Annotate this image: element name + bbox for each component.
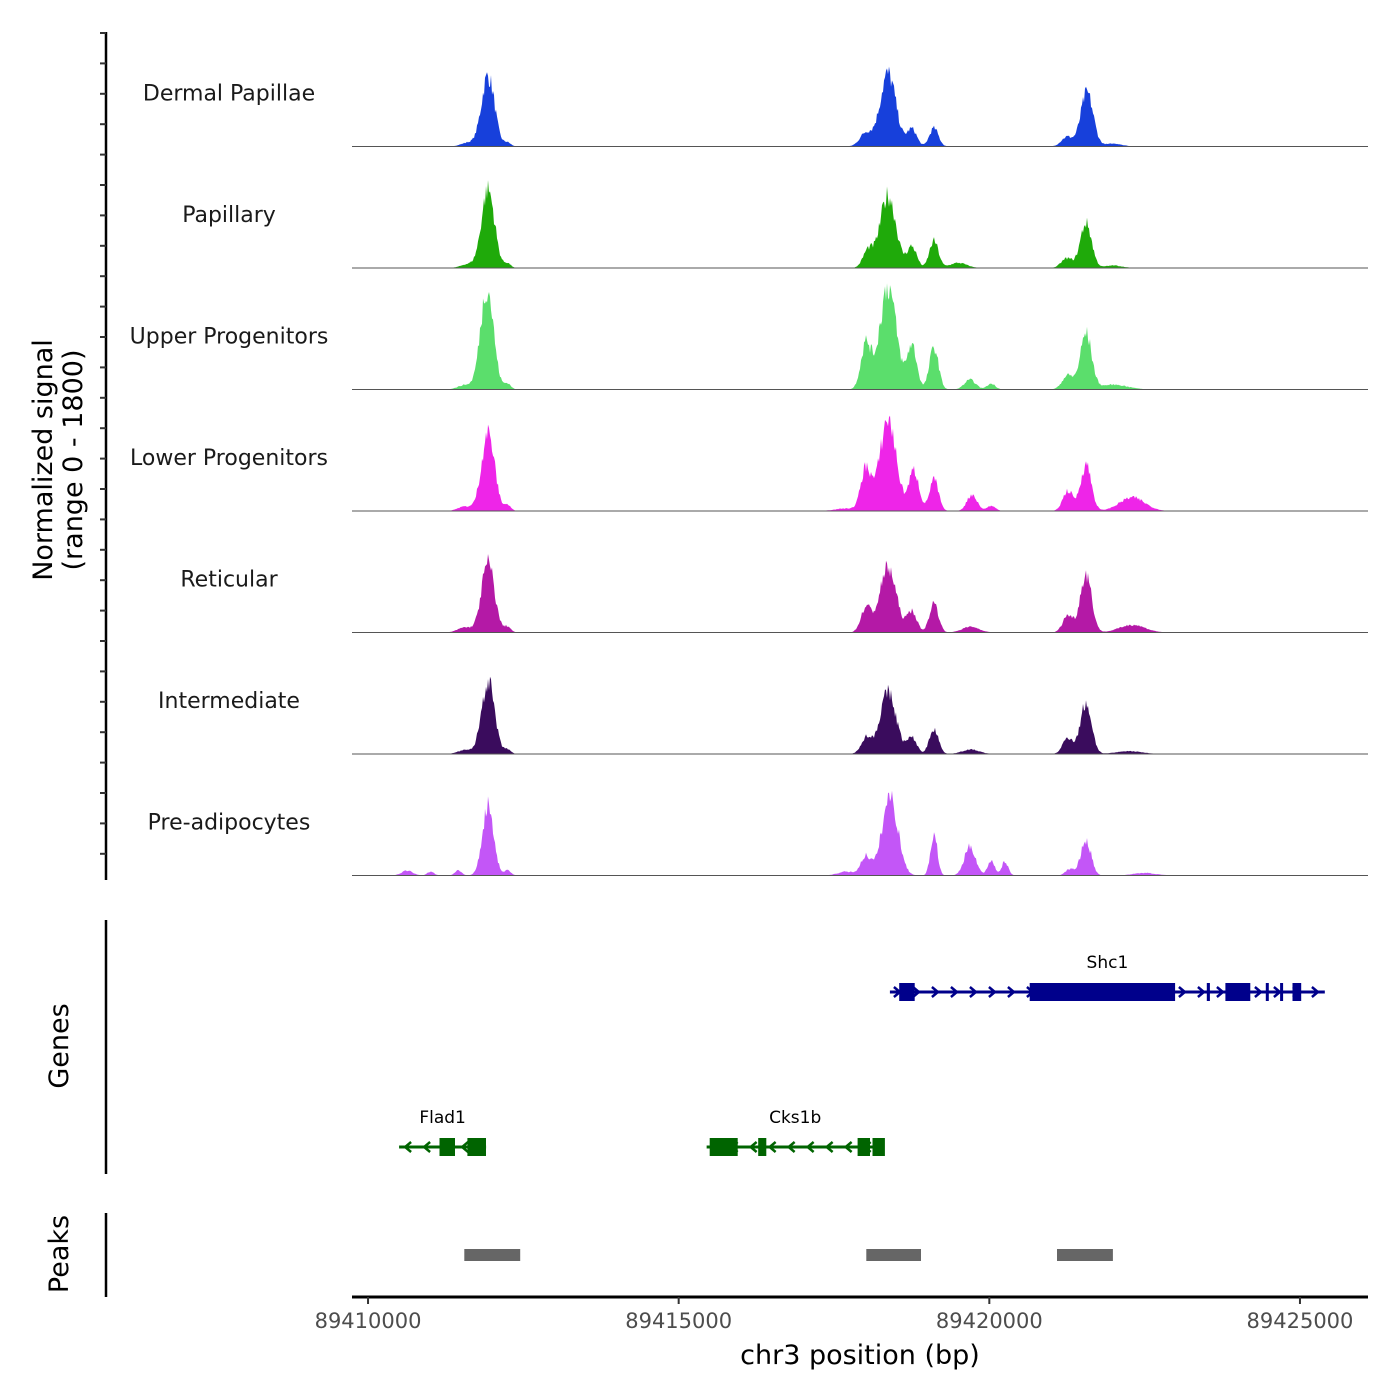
y-axis-title-line-1: Normalized signal [28, 339, 59, 581]
track-label: Papillary [182, 203, 276, 228]
x-tick-label: 89420000 [936, 1309, 1043, 1333]
x-tick-label: 89425000 [1247, 1309, 1354, 1333]
strand-arrow-icon [969, 986, 978, 998]
gene-cks1b: Cks1b [706, 1108, 885, 1156]
x-axis-title: chr3 position (bp) [740, 1340, 980, 1371]
y-axis-title-line-2: (range 0 - 1800) [58, 350, 89, 571]
strand-arrow-icon [1197, 986, 1206, 998]
coverage-track-reticular: Reticular [180, 554, 1368, 633]
coverage-area [352, 283, 1368, 390]
gene-label: Shc1 [1087, 953, 1129, 973]
track-label: Pre-adipocytes [148, 811, 311, 836]
gene-shc1: Shc1 [889, 953, 1325, 1001]
gene-exon [1292, 983, 1302, 1001]
coverage-track-dermal-papillae: Dermal Papillae [143, 66, 1368, 147]
strand-arrow-icon [912, 986, 921, 998]
strand-arrow-icon [1311, 986, 1320, 998]
coverage-area [352, 180, 1368, 268]
strand-arrow-icon [748, 1141, 758, 1153]
track-label: Intermediate [158, 689, 300, 714]
strand-arrow-icon [805, 1141, 815, 1153]
gene-exon [467, 1138, 486, 1156]
strand-arrow-icon [1007, 986, 1016, 998]
gene-label: Cks1b [769, 1108, 821, 1128]
gene-exon [1225, 983, 1251, 1001]
strand-arrow-icon [1254, 986, 1263, 998]
coverage-panel: Dermal Papillae Papillary Upper Progenitor… [100, 32, 1368, 880]
genes-panel: Shc1 Flad1 Cks1b [104, 920, 1325, 1174]
gene-exon [1265, 983, 1269, 1001]
gene-label: Flad1 [419, 1108, 466, 1128]
coverage-track-upper-progenitors: Upper Progenitors [130, 283, 1368, 390]
gene-exon [872, 1138, 885, 1156]
coverage-area [352, 790, 1368, 876]
peak-region [464, 1249, 521, 1261]
strand-arrow-icon [460, 1141, 469, 1153]
gene-exon [1029, 983, 1176, 1001]
gene-exon [1280, 983, 1284, 1001]
peaks-panel-label: Peaks [44, 1215, 75, 1293]
peaks-panel [104, 1213, 1113, 1297]
x-axis: 89410000 89415000 89420000 89425000 [315, 1295, 1368, 1333]
strand-arrow-icon [988, 986, 997, 998]
track-label: Dermal Papillae [143, 82, 315, 107]
gene-exon [439, 1138, 455, 1156]
x-tick-label: 89415000 [625, 1309, 732, 1333]
track-label: Reticular [180, 568, 278, 593]
gene-exon [1206, 983, 1210, 1001]
coverage-area [352, 415, 1368, 511]
strand-arrow-icon [931, 986, 940, 998]
x-tick-label: 89410000 [315, 1309, 422, 1333]
strand-arrow-icon [403, 1141, 412, 1153]
coverage-track-pre-adipocytes: Pre-adipocytes [148, 790, 1368, 876]
coverage-area [352, 66, 1368, 147]
strand-arrow-icon [843, 1141, 853, 1153]
strand-arrow-icon [1216, 986, 1225, 998]
gene-exon [709, 1138, 738, 1156]
strand-arrow-icon [1178, 986, 1187, 998]
coverage-track-lower-progenitors: Lower Progenitors [130, 415, 1368, 512]
gene-exon [758, 1138, 767, 1156]
gene-exon [857, 1138, 870, 1156]
track-label: Upper Progenitors [130, 325, 329, 350]
strand-arrow-icon [767, 1141, 777, 1153]
strand-arrow-icon [1273, 986, 1282, 998]
strand-arrow-icon [422, 1141, 431, 1153]
strand-arrow-icon [824, 1141, 834, 1153]
genes-panel-label: Genes [44, 1003, 75, 1088]
peak-region [866, 1249, 921, 1261]
coverage-area [352, 676, 1368, 754]
gene-exon [899, 983, 915, 1001]
coverage-track-papillary: Papillary [182, 180, 1368, 269]
track-label: Lower Progenitors [130, 446, 328, 471]
strand-arrow-icon [950, 986, 959, 998]
coverage-track-intermediate: Intermediate [158, 676, 1368, 755]
coverage-area [352, 554, 1368, 633]
gene-flad1: Flad1 [399, 1108, 487, 1156]
peak-region [1057, 1249, 1113, 1261]
strand-arrow-icon [786, 1141, 796, 1153]
